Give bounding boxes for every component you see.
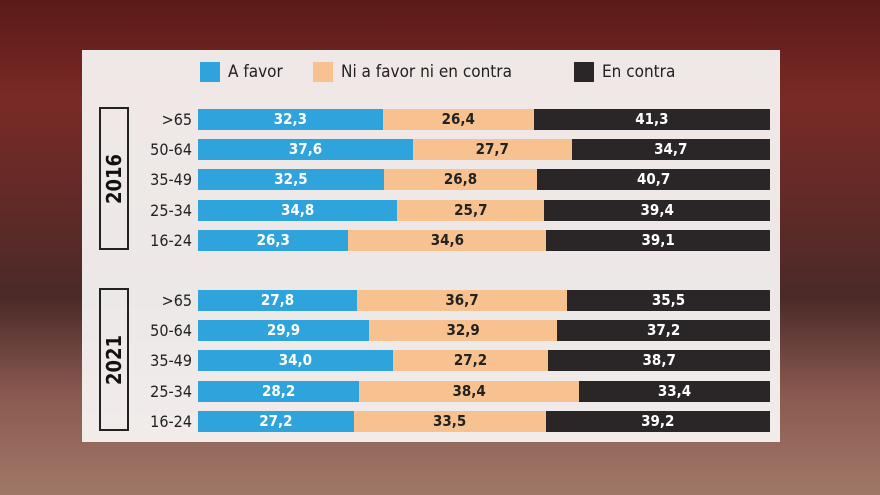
bar-segment: 35,5 [566, 290, 770, 311]
bar-segment: 28,2 [198, 380, 360, 402]
bar-segment: 41,3 [533, 109, 770, 130]
legend-neutral: Ni a favor ni en contra [313, 62, 512, 82]
bar-segment: 32,9 [369, 320, 558, 342]
legend-swatch [200, 62, 220, 82]
bar-segment: 32,5 [198, 169, 384, 191]
bar-segment: 39,4 [544, 199, 770, 221]
bar-segment: 34,8 [198, 199, 398, 221]
bar-segment: 27,2 [392, 350, 549, 372]
age-label: 16-24 [150, 411, 192, 431]
year-box-2021: 2021 [99, 288, 129, 431]
bar-segment: 27,2 [198, 410, 354, 432]
bar-segment: 37,6 [198, 139, 414, 161]
bar-segment: 25,7 [397, 199, 545, 221]
bar-segment: 26,8 [383, 169, 538, 191]
age-label: 35-49 [150, 170, 192, 190]
year-box-2016: 2016 [99, 107, 129, 250]
bar-segment: 38,4 [359, 380, 579, 402]
age-label: >65 [161, 291, 192, 310]
bar-segment: 37,2 [557, 320, 770, 342]
bar-segment: 29,9 [198, 320, 370, 342]
bar-segment: 39,2 [545, 410, 770, 432]
bar-segment: 33,4 [578, 380, 770, 402]
legend-label: A favor [228, 62, 283, 82]
legend-label: En contra [602, 62, 676, 82]
year-label: 2016 [102, 153, 126, 204]
legend-swatch [574, 62, 594, 82]
bar-segment: 27,8 [198, 290, 358, 311]
bar-segment: 34,7 [571, 139, 770, 161]
legend-swatch [313, 62, 333, 82]
bar-segment: 34,0 [198, 350, 393, 372]
bar-segment: 32,3 [198, 109, 383, 130]
age-label: 50-64 [150, 321, 192, 341]
age-label: 25-34 [150, 200, 192, 220]
bar-segment: 36,7 [357, 290, 567, 311]
age-label: 35-49 [150, 351, 192, 371]
age-label: 50-64 [150, 140, 192, 160]
age-label: 25-34 [150, 381, 192, 401]
bar-segment: 40,7 [537, 169, 770, 191]
age-label: >65 [161, 110, 192, 129]
legend-a-favor: A favor [200, 62, 283, 82]
bar-segment: 34,6 [348, 229, 547, 251]
legend-label: Ni a favor ni en contra [341, 62, 512, 82]
year-label: 2021 [102, 334, 126, 385]
bar-segment: 33,5 [353, 410, 546, 432]
age-label: 16-24 [150, 230, 192, 250]
bar-segment: 39,1 [546, 229, 770, 251]
legend-en-contra: En contra [574, 62, 675, 82]
bar-segment: 38,7 [548, 350, 770, 372]
bar-segment: 26,4 [382, 109, 534, 130]
bar-segment: 26,3 [198, 229, 349, 251]
bar-segment: 27,7 [413, 139, 572, 161]
